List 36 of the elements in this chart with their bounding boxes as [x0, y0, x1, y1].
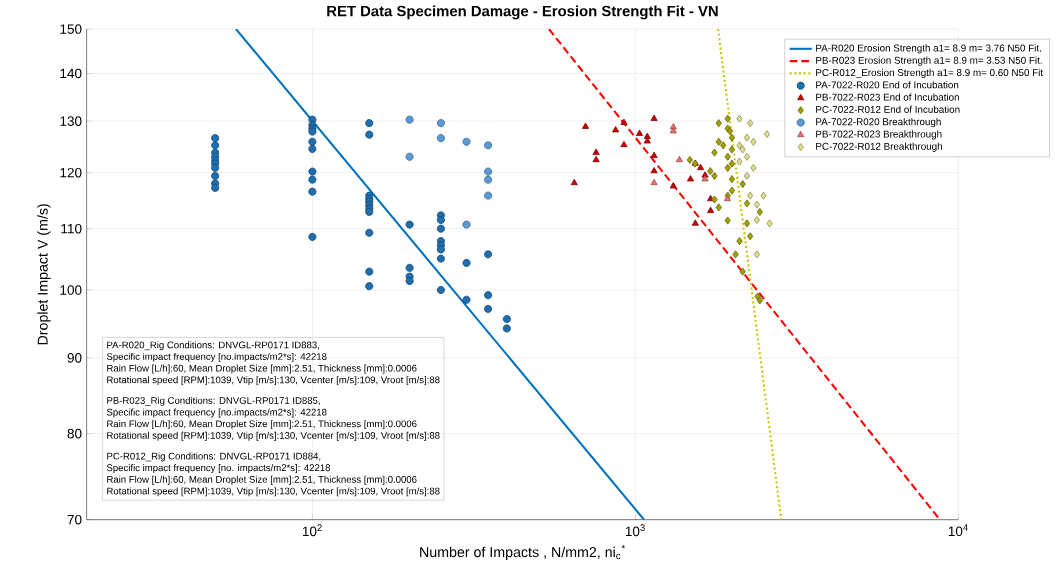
legend-label: PB-7022-R023 End of Incubation [816, 93, 959, 101]
y-tick-label: 130 [60, 116, 82, 126]
legend-label: PC-7022-R012 Breakthrough [816, 142, 942, 152]
annotation: PC-R012_Rig Conditions: DNVGL-RP0171 ID884, [107, 452, 321, 462]
annotation: Rotational speed [RPM]:1039, Vtip [m/s]:130, Vcenter [m/s]:109, Vroot [m/s]:88 [107, 376, 440, 386]
legend-label: PA-7022-R020 End of Incubation [816, 81, 959, 89]
legend-label: PB-7022-R023 Breakthrough [816, 130, 942, 140]
annotation: Rotational speed [RPM]:1039, Vtip [m/s]:130, Vcenter [m/s]:109, Vroot [m/s]:88 [107, 431, 440, 441]
annotation: Rotational speed [RPM]:1039, Vtip [m/s]:130, Vcenter [m/s]:109, Vroot [m/s]:88 [107, 487, 440, 497]
y-tick-label: 120 [60, 167, 82, 178]
annotation: PB-R023_Rig Conditions: DNVGL-RP0171 ID885, [107, 396, 320, 406]
y-tick-label: 140 [60, 68, 82, 79]
y-tick-label: 90 [67, 353, 82, 363]
legend-label: PA-R020 Erosion Strength a1= 8.9 m= 3.76 N50 Fit. [816, 44, 1041, 54]
annotation: Rain Flow [L/h]:60, Mean Droplet Size [mm]:2.51, Thickness [mm]:0.0006 [107, 475, 417, 485]
legend-label: PA-7022-R020 Breakthrough [816, 118, 941, 128]
legend-label: PC-7022-R012 End of Incubation [816, 105, 960, 113]
y-tick-label: 110 [61, 223, 82, 234]
annotation: Specific impact frequency [no.impacts/m2*s]: 42218 [106, 408, 327, 418]
y-axis-title: Droplet Impact V (m/s) [37, 204, 51, 345]
annotation: PA-R020_Rig Conditions: DNVGL-RP0171 ID883, [107, 341, 319, 351]
annotation: Rain Flow [L/h]:60, Mean Droplet Size [mm]:2.51, Thickness [mm]:0.0006 [107, 364, 417, 374]
annotation: Rain Flow [L/h]:60, Mean Droplet Size [mm]:2.51, Thickness [mm]:0.0006 [107, 420, 417, 430]
x-axis-title: Number of Impacts , N/mm2, ni$_{c}$* [420, 545, 626, 560]
annotation: Specific impact frequency [no.impacts/m2*s]: 42218 [106, 352, 327, 362]
y-tick-label: 80 [67, 428, 82, 439]
y-tick-label: 100 [60, 285, 82, 295]
annotation: Specific impact frequency [no. impacts/m2*s]: 42218 [106, 464, 331, 474]
x-tick-label: 10$^{4}$ [948, 524, 968, 537]
y-tick-label: 70 [67, 514, 82, 525]
legend-label: PC-R012_Erosion Strength a1= 8.9 m= 0.60 N50 Fit [816, 68, 1044, 79]
y-tick-label: 150 [60, 24, 82, 34]
x-tick-label: 10$^{3}$ [625, 524, 645, 537]
x-tick-label: 10$^{2}$ [302, 524, 322, 537]
chart-title: RET Data Specimen Damage - Erosion Strength Fit - VN [327, 5, 718, 20]
legend-label: PB-R023 Erosion Strength a1= 8.9 m= 3.53 N50 Fit. [816, 56, 1042, 66]
